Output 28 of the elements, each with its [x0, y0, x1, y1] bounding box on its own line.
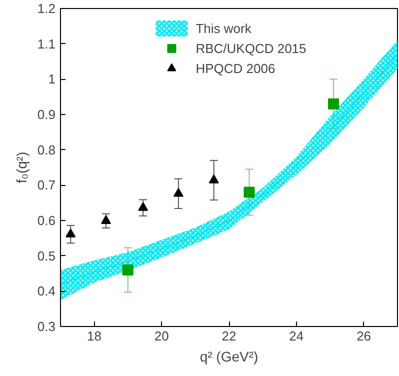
x-tick-label: 22 [222, 328, 236, 344]
y-tick-label: 0.8 [37, 142, 56, 158]
y-tick-label: 0.7 [37, 178, 56, 193]
legend-label: HPQCD 2006 [196, 60, 276, 76]
point [100, 215, 111, 224]
point [122, 264, 134, 276]
point [66, 228, 76, 238]
y-tick-label: 0.6 [37, 213, 56, 228]
y-tick-label: 1 [48, 72, 56, 87]
legend-label: This work [196, 20, 252, 36]
y-tick-label: 0.5 [37, 248, 56, 264]
y-axis-title: f₀(q²) [13, 152, 30, 184]
y-tick-label: 1.1 [37, 36, 56, 52]
x-axis-title: q² (GeV²) [200, 348, 258, 364]
x-tick-label: 24 [289, 328, 304, 344]
x-tick-label: 26 [356, 328, 372, 344]
point [328, 98, 339, 110]
y-tick-label: 0.4 [37, 284, 56, 299]
x-tick-label: 18 [86, 328, 102, 344]
y-tick-label: 0.9 [37, 107, 56, 122]
point [244, 186, 255, 198]
x-tick-label: 20 [154, 328, 169, 344]
y-tick-label: 1.2 [37, 1, 56, 16]
legend-label: RBC/UKQCD 2015 [196, 40, 306, 56]
point [173, 188, 184, 197]
point [138, 202, 148, 211]
y-tick-label: 0.3 [37, 319, 56, 334]
point [208, 174, 219, 184]
